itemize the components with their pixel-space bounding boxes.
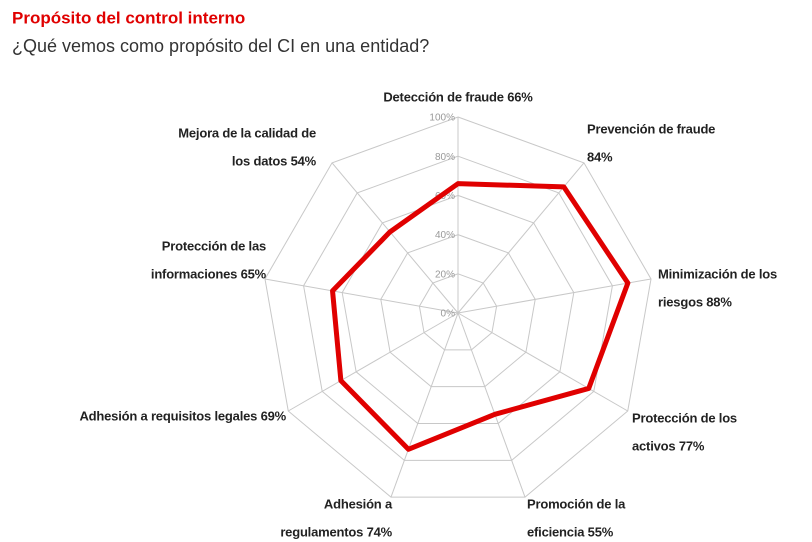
spoke bbox=[457, 312, 526, 498]
tick-label: 0% bbox=[441, 309, 456, 320]
category-label: Detección de fraude 66% bbox=[383, 89, 533, 104]
grid-ring bbox=[380, 234, 536, 388]
category-label: Prevención de fraude bbox=[587, 121, 715, 136]
grid-ring bbox=[303, 155, 613, 461]
category-label: Adhesión a requisitos legales 69% bbox=[79, 408, 286, 423]
spoke bbox=[264, 278, 459, 314]
category-label: Minimización de los bbox=[658, 266, 777, 281]
category-label: 84% bbox=[587, 149, 613, 164]
tick-label: 80% bbox=[435, 152, 455, 163]
chart-subtitle: ¿Qué vemos como propósito del CI en una … bbox=[12, 36, 429, 56]
spoke bbox=[457, 278, 652, 314]
spoke bbox=[288, 312, 459, 412]
category-label: regulamentos 74% bbox=[280, 524, 392, 539]
category-label: Protección de las bbox=[162, 238, 266, 253]
category-label: Adhesión a bbox=[324, 496, 393, 511]
tick-label: 100% bbox=[429, 113, 455, 124]
category-label: Mejora de la calidad de bbox=[178, 125, 316, 140]
spoke bbox=[390, 312, 459, 498]
grid-ring bbox=[418, 273, 498, 351]
grid-ring bbox=[264, 116, 652, 498]
tick-label: 20% bbox=[435, 269, 455, 280]
category-label: activos 77% bbox=[632, 438, 705, 453]
chart-title: Propósito del control interno bbox=[12, 8, 245, 27]
spoke bbox=[331, 162, 459, 314]
tick-label: 60% bbox=[435, 191, 455, 202]
category-label: eficiencia 55% bbox=[527, 524, 614, 539]
spoke bbox=[457, 312, 628, 412]
category-label: informaciones 65% bbox=[151, 266, 267, 281]
data-line bbox=[330, 181, 631, 452]
tick-label: 40% bbox=[435, 230, 455, 241]
category-label: Promoción de la bbox=[527, 496, 626, 511]
category-label: Protección de los bbox=[632, 410, 737, 425]
category-label: riesgos 88% bbox=[658, 294, 732, 309]
category-label: los datos 54% bbox=[232, 153, 317, 168]
